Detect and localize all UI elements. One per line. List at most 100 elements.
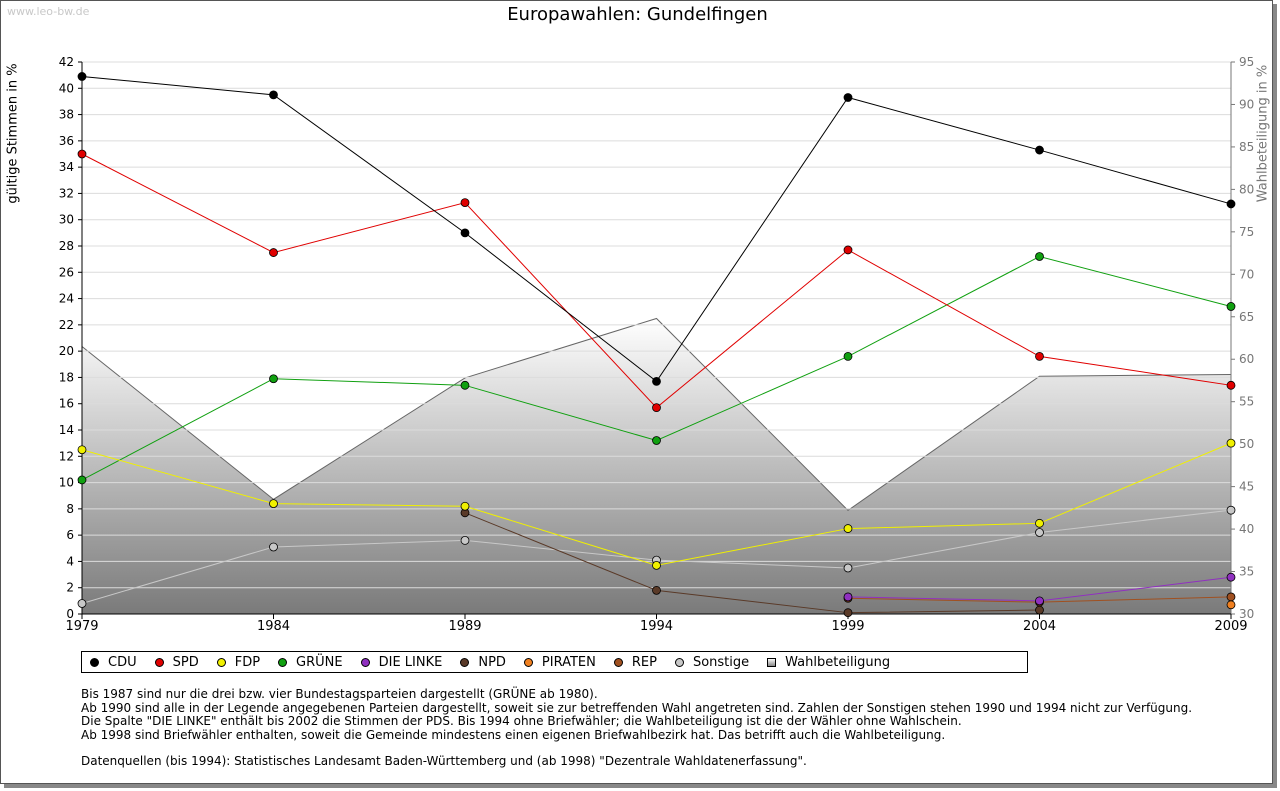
turnout-area [82, 318, 1231, 614]
legend-item-rep: REP [613, 654, 657, 670]
legend-marker-rep [613, 657, 623, 667]
data-point-spd [843, 245, 853, 255]
data-point-spd [1226, 380, 1236, 390]
y2-tick-label: 75 [1239, 225, 1254, 239]
data-point-spd [460, 198, 470, 208]
series-spd [77, 149, 1236, 413]
data-point-sonstige [77, 599, 87, 608]
note-line: Bis 1987 sind nur die drei bzw. vier Bun… [81, 687, 598, 701]
data-point-die-linke [1226, 572, 1236, 582]
y-tick-label: 12 [59, 449, 74, 463]
data-source: Datenquellen (bis 1994): Statistisches L… [81, 754, 807, 769]
series-die-linke [843, 572, 1236, 606]
y-tick-label: 42 [59, 55, 74, 69]
data-point-fdp [269, 499, 278, 509]
y2-tick-label: 65 [1239, 310, 1254, 324]
data-point-gr-ne [1035, 252, 1044, 261]
series-gr-ne [77, 252, 1236, 485]
x-tick-label: 1984 [257, 619, 290, 634]
legend-label-rep: REP [631, 654, 657, 670]
y2-tick-label: 80 [1239, 182, 1254, 196]
legend-marker-cdu [90, 657, 99, 667]
legend: CDU SPD FDP GRÜNE DIE LINKE NPD PIRATEN REP Sons… [81, 651, 1028, 673]
y2-tick-label: 30 [1239, 607, 1254, 621]
y-tick-label: 26 [59, 265, 74, 279]
data-point-npd [1035, 605, 1044, 615]
y-tick-label: 16 [59, 397, 74, 411]
legend-marker-wahlbeteiligung [767, 657, 777, 667]
legend-item-cdu: CDU [90, 655, 137, 670]
y-tick-label: 8 [66, 502, 74, 516]
y-tick-label: 20 [59, 344, 74, 358]
legend-label-wahlbeteiligung: Wahlbeteiligung [785, 654, 891, 670]
series-group [77, 72, 1236, 618]
data-point-die-linke [1035, 596, 1044, 606]
election-chart: 0246810121416182022242628303234363840423… [59, 55, 1255, 634]
note-line: Die Spalte "DIE LINKE" enthält bis 2002 … [81, 714, 962, 729]
series-fdp [77, 438, 1236, 570]
x-tick-label: 2004 [1023, 619, 1056, 634]
y-tick-label: 18 [59, 370, 74, 384]
y2-tick-label: 60 [1239, 352, 1254, 366]
x-tick-label: 2009 [1214, 619, 1247, 634]
x-tick-label: 1989 [448, 619, 481, 634]
legend-marker-die-linke [360, 657, 370, 667]
y2-tick-label: 55 [1239, 395, 1254, 409]
legend-item-fdp: FDP [216, 655, 260, 670]
legend-item-die-linke: DIE LINKE [360, 654, 443, 670]
legend-marker-npd [460, 657, 470, 667]
legend-item-wahlbeteiligung: Wahlbeteiligung [767, 655, 890, 670]
data-point-gr-ne [460, 380, 470, 390]
y2-tick-label: 45 [1239, 480, 1254, 494]
x-tick-label: 1994 [640, 619, 673, 634]
legend-item-gr-ne: GRÜNE [278, 655, 343, 670]
series-sonstige [77, 505, 1236, 608]
series-piraten [1226, 600, 1236, 610]
y2-tick-label: 90 [1239, 97, 1254, 111]
data-point-npd [652, 585, 661, 595]
data-point-rep [1226, 592, 1236, 602]
legend-marker-fdp [216, 657, 226, 667]
y-tick-label: 34 [59, 160, 74, 174]
legend-label-spd: SPD [172, 654, 199, 670]
legend-label-cdu: CDU [108, 654, 137, 670]
y2-tick-label: 85 [1239, 140, 1254, 154]
watermark: www.leo-bw.de [7, 5, 90, 18]
data-point-spd [1035, 351, 1044, 361]
legend-label-npd: NPD [478, 654, 506, 670]
data-point-sonstige [269, 542, 278, 552]
data-point-cdu [1226, 199, 1236, 209]
x-tick-label: 1979 [65, 619, 98, 634]
data-point-cdu [77, 72, 87, 81]
data-point-fdp [652, 560, 661, 570]
y2-tick-label: 50 [1239, 437, 1254, 451]
chart-title: Europawahlen: Gundelfingen [507, 4, 768, 25]
data-point-fdp [77, 445, 87, 455]
data-point-gr-ne [1226, 302, 1236, 311]
y-tick-label: 36 [59, 134, 74, 148]
data-point-cdu [652, 376, 661, 386]
data-point-spd [652, 403, 661, 413]
y-tick-label: 38 [59, 108, 74, 122]
legend-marker-sonstige [674, 657, 684, 667]
series-line-npd [464, 512, 1040, 614]
y2-tick-label: 95 [1239, 55, 1254, 69]
legend-marker-piraten [523, 657, 533, 667]
legend-item-spd: SPD [154, 654, 199, 670]
data-point-die-linke [843, 592, 853, 602]
y2-tick-label: 70 [1239, 267, 1254, 281]
data-point-piraten [1226, 600, 1236, 610]
legend-label-piraten: PIRATEN [541, 654, 596, 670]
series-npd [460, 508, 1044, 618]
data-point-cdu [269, 90, 278, 100]
data-point-sonstige [1035, 528, 1044, 537]
legend-item-npd: NPD [460, 655, 506, 670]
y-tick-label: 32 [59, 186, 74, 200]
y2-tick-label: 40 [1239, 522, 1254, 536]
legend-label-die-linke: DIE LINKE [378, 654, 443, 670]
legend-marker-gr-ne [278, 657, 288, 667]
y-tick-label: 24 [59, 292, 74, 306]
data-point-gr-ne [652, 436, 661, 445]
data-point-cdu [460, 228, 470, 238]
